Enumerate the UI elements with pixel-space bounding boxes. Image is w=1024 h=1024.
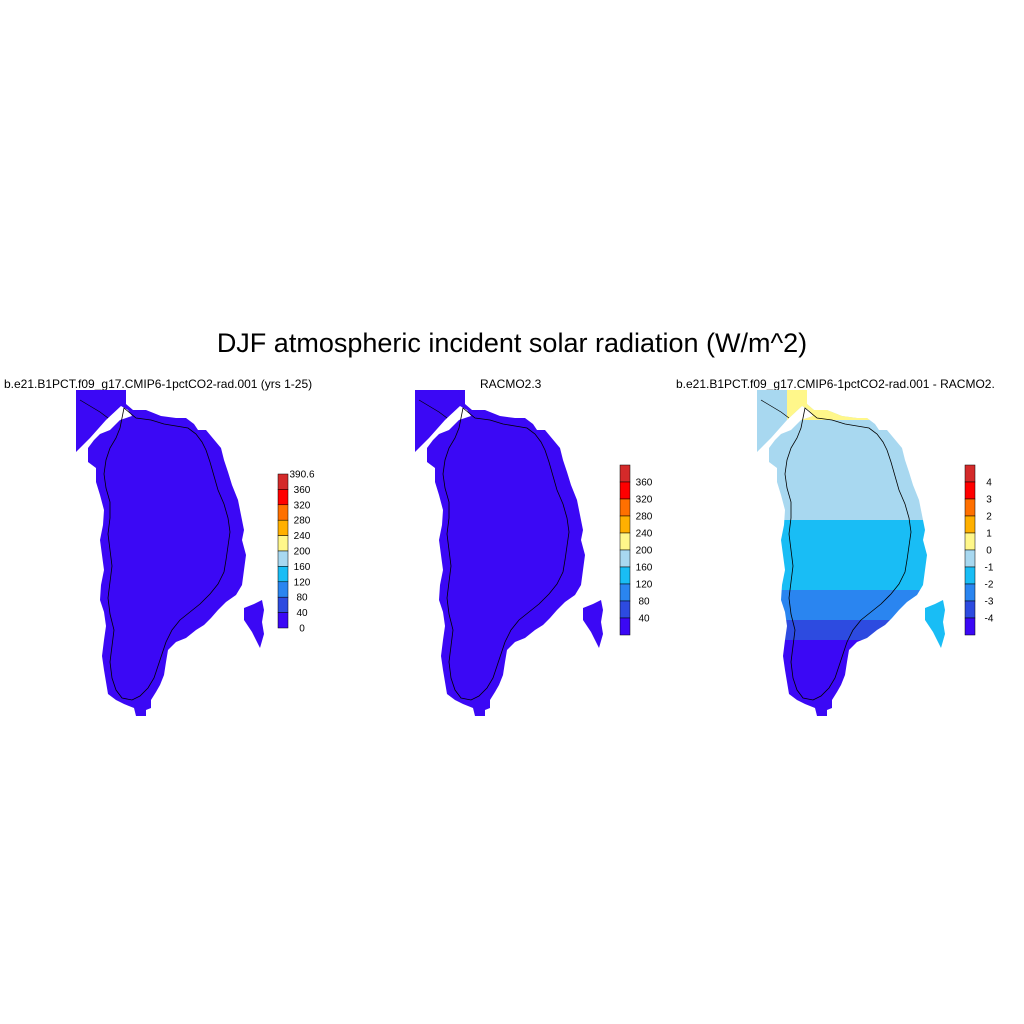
diff-bands [757, 390, 927, 716]
colorbar-box-8 [619, 600, 631, 619]
colorbar-tick-label: 320 [294, 500, 311, 511]
colorbar-box-2 [619, 498, 631, 517]
colorbar-box-5 [277, 550, 289, 567]
coastline-north [760, 399, 790, 419]
colorbar-box-3 [619, 515, 631, 534]
colorbar-tick-label: 80 [296, 593, 308, 604]
colorbar-box-0 [964, 464, 976, 483]
island-field [244, 600, 264, 648]
colorbar-tick-label: 3 [986, 495, 992, 506]
panel-2-title: RACMO2.3 [480, 377, 542, 391]
figure-title: DJF atmospheric incident solar radiation… [216, 328, 808, 358]
island-field [925, 600, 945, 648]
colorbar-box-7 [964, 583, 976, 602]
colorbar-box-5 [964, 549, 976, 568]
colorbar-box-1 [277, 489, 289, 506]
colorbar-box-8 [964, 600, 976, 619]
colorbar-box-1 [964, 481, 976, 500]
greenland-field [76, 390, 246, 716]
colorbar-box-9 [619, 617, 631, 636]
island-field [583, 600, 603, 648]
colorbar-box-1 [619, 481, 631, 500]
colorbar-tick-label: 4 [986, 478, 992, 489]
colorbar-tick-label: 80 [638, 597, 650, 608]
diff-band-positive [787, 390, 907, 420]
colorbar-tick-label: 390.6 [289, 470, 314, 481]
colorbar-tick-label: 160 [636, 563, 653, 574]
colorbar-box-7 [277, 581, 289, 598]
diff-band-4 [757, 640, 927, 716]
colorbar-box-9 [277, 612, 289, 629]
colorbar-tick-label: 40 [296, 608, 308, 619]
colorbar-box-7 [619, 583, 631, 602]
colorbar-tick-label: -2 [985, 580, 994, 591]
colorbar-box-2 [964, 498, 976, 517]
greenland-field [415, 390, 585, 716]
island-group [583, 600, 603, 648]
colorbar-box-8 [277, 596, 289, 613]
panel-3-colorbar: 4 3 2 1 0 -1 -2 -3 -4 [964, 464, 994, 636]
colorbar-tick-label: 240 [636, 529, 653, 540]
coastline-north [79, 399, 109, 419]
colorbar-tick-label: 0 [986, 546, 992, 557]
coastline-north [418, 399, 448, 419]
colorbar-tick-label: 1 [986, 529, 992, 540]
colorbar-box-2 [277, 504, 289, 521]
colorbar-tick-label: 280 [636, 512, 653, 523]
colorbar-box-6 [619, 566, 631, 585]
colorbar-box-6 [964, 566, 976, 585]
colorbar-box-0 [619, 464, 631, 483]
island-group [244, 600, 264, 648]
diff-band-1 [757, 520, 927, 590]
colorbar-tick-label: 280 [294, 516, 311, 527]
colorbar-tick-label: 40 [638, 614, 650, 625]
panel-2-map [415, 390, 603, 716]
panel-1-colorbar: 390.6 360 320 280 240 200 160 120 80 40 0 [277, 470, 315, 635]
colorbar-tick-label: 360 [636, 478, 653, 489]
colorbar-tick-label: 0 [299, 624, 305, 635]
colorbar-box-6 [277, 566, 289, 583]
panel-1-map [76, 390, 264, 716]
colorbar-tick-label: 120 [294, 577, 311, 588]
colorbar-tick-label: 200 [636, 546, 653, 557]
colorbar-box-3 [964, 515, 976, 534]
panel-3-map [757, 390, 945, 716]
colorbar-box-3 [277, 519, 289, 536]
colorbar-box-4 [964, 532, 976, 551]
colorbar-tick-label: -4 [985, 614, 994, 625]
colorbar-tick-label: 240 [294, 531, 311, 542]
colorbar-box-5 [619, 549, 631, 568]
colorbar-tick-label: 120 [636, 580, 653, 591]
colorbar-tick-label: 160 [294, 562, 311, 573]
colorbar-tick-label: 360 [294, 485, 311, 496]
island-group [925, 600, 945, 648]
colorbar-tick-label: 200 [294, 547, 311, 558]
colorbar-tick-label: -1 [985, 563, 994, 574]
colorbar-box-4 [619, 532, 631, 551]
colorbar-tick-label: 2 [986, 512, 992, 523]
colorbar-box-0 [277, 473, 289, 490]
panel-1-title: b.e21.B1PCT.f09_g17.CMIP6-1pctCO2-rad.00… [4, 377, 313, 391]
colorbar-box-4 [277, 535, 289, 552]
panel-3-title: b.e21.B1PCT.f09_g17.CMIP6-1pctCO2-rad.00… [676, 377, 995, 391]
colorbar-tick-label: 320 [636, 495, 653, 506]
panel-2-colorbar: 360 320 280 240 200 160 120 80 40 [619, 464, 653, 636]
colorbar-box-9 [964, 617, 976, 636]
colorbar-tick-label: -3 [985, 597, 994, 608]
